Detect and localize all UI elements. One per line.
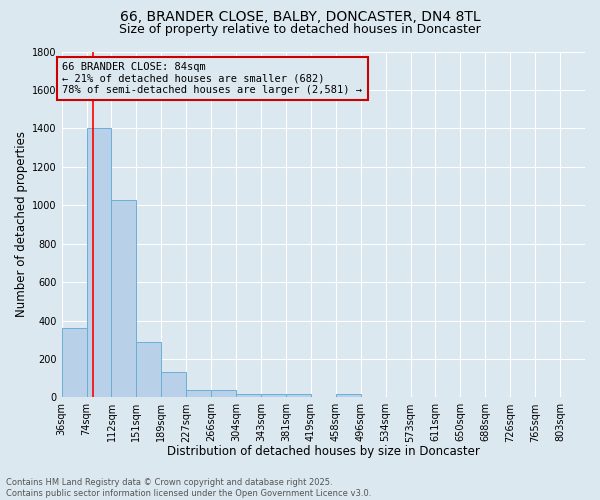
X-axis label: Distribution of detached houses by size in Doncaster: Distribution of detached houses by size …	[167, 444, 480, 458]
Bar	[161, 372, 186, 398]
Bar	[336, 394, 361, 398]
Bar	[62, 328, 86, 398]
Bar	[286, 394, 311, 398]
Text: 66, BRANDER CLOSE, BALBY, DONCASTER, DN4 8TL: 66, BRANDER CLOSE, BALBY, DONCASTER, DN4…	[119, 10, 481, 24]
Text: Contains HM Land Registry data © Crown copyright and database right 2025.
Contai: Contains HM Land Registry data © Crown c…	[6, 478, 371, 498]
Bar	[211, 390, 236, 398]
Bar	[86, 128, 112, 398]
Text: Size of property relative to detached houses in Doncaster: Size of property relative to detached ho…	[119, 22, 481, 36]
Bar	[112, 200, 136, 398]
Bar	[186, 390, 211, 398]
Text: 66 BRANDER CLOSE: 84sqm
← 21% of detached houses are smaller (682)
78% of semi-d: 66 BRANDER CLOSE: 84sqm ← 21% of detache…	[62, 62, 362, 96]
Bar	[236, 394, 261, 398]
Y-axis label: Number of detached properties: Number of detached properties	[15, 132, 28, 318]
Bar	[136, 342, 161, 398]
Bar	[261, 394, 286, 398]
